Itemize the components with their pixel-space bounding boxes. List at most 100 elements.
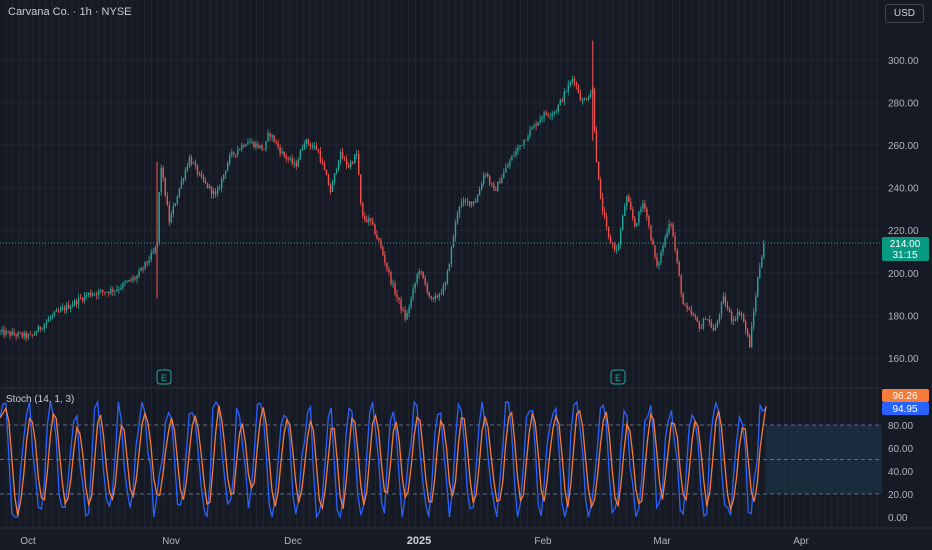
candle: [618, 242, 620, 251]
candle: [388, 266, 390, 276]
candle-body: [601, 197, 604, 212]
candle-body: [200, 173, 203, 177]
candle: [112, 286, 114, 297]
price-tick-label: 300.00: [888, 56, 919, 67]
candle-body: [595, 130, 598, 162]
candle-body: [94, 293, 96, 295]
candle-body: [432, 297, 434, 299]
symbol-title[interactable]: Carvana Co. · 1h · NYSE: [8, 6, 132, 18]
candle: [13, 328, 15, 337]
candle: [88, 292, 90, 298]
candle: [293, 157, 295, 169]
candle-body: [384, 255, 386, 263]
candle: [525, 139, 527, 141]
earnings-marker[interactable]: E: [610, 369, 626, 385]
candle: [158, 192, 160, 246]
stoch-axis[interactable]: 80.00 60.00 40.00 20.00 0.00: [888, 421, 913, 524]
candle: [376, 230, 378, 240]
candle: [33, 330, 35, 336]
candle: [474, 198, 477, 204]
candle: [162, 165, 164, 182]
candle: [666, 228, 668, 239]
candle-body: [434, 295, 436, 299]
candle-body: [420, 271, 422, 273]
candle-body: [507, 165, 509, 168]
candle: [718, 313, 721, 324]
candle: [225, 169, 227, 179]
candle: [396, 289, 398, 302]
candle-body: [140, 268, 142, 271]
candle: [231, 148, 233, 159]
candle: [565, 90, 567, 93]
candle: [206, 182, 209, 189]
candle: [204, 177, 207, 185]
candle-body: [503, 172, 505, 178]
candle-body: [124, 282, 126, 284]
candle-body: [9, 331, 11, 336]
candle-body: [529, 129, 531, 137]
candle: [658, 261, 660, 270]
candle: [549, 112, 551, 120]
candle-body: [620, 229, 622, 245]
candle: [416, 272, 418, 286]
price-tick-label: 260.00: [888, 141, 919, 152]
candle-body: [221, 178, 223, 189]
candle-body: [452, 237, 455, 247]
candle-body: [392, 283, 394, 285]
candle-body: [577, 85, 580, 93]
candle-body: [605, 216, 608, 227]
candle-body: [618, 244, 620, 250]
candle: [182, 177, 185, 185]
stoch-indicator-title[interactable]: Stoch (14, 1, 3): [6, 394, 75, 405]
candle: [55, 307, 58, 312]
stoch-k-tag-background: [882, 402, 929, 415]
earnings-marker[interactable]: E: [156, 369, 172, 385]
candle: [114, 290, 116, 297]
candle-body: [206, 182, 209, 188]
candle-body: [239, 149, 241, 151]
candle-body: [718, 314, 721, 321]
candle: [261, 143, 263, 152]
candle-body: [27, 334, 29, 338]
price-axis[interactable]: 300.00 280.00 260.00 240.00 220.00 200.00 180.…: [888, 56, 919, 365]
candle-body: [374, 224, 376, 235]
candle-body: [273, 135, 275, 142]
candle-body: [83, 295, 86, 301]
candle-body: [688, 308, 690, 310]
candle-body: [462, 200, 465, 203]
candle-body: [279, 147, 281, 154]
time-axis[interactable]: Oct Nov Dec 2025 Feb Mar Apr: [20, 535, 809, 547]
stoch-d-line: [0, 405, 767, 516]
candle: [212, 188, 215, 199]
candle: [609, 234, 612, 244]
candle-body: [108, 291, 110, 294]
candle: [468, 201, 471, 208]
candle: [616, 244, 618, 254]
candle: [614, 241, 616, 253]
candle: [0, 330, 1, 336]
candle-body: [543, 112, 545, 118]
candle-body: [164, 177, 166, 196]
candle-body: [231, 152, 233, 155]
candle-body: [712, 328, 715, 331]
candle: [668, 219, 670, 236]
candle: [763, 239, 765, 260]
candle-body: [567, 84, 569, 92]
candle-body: [499, 181, 501, 184]
currency-button[interactable]: USD: [884, 4, 924, 23]
candle-body: [275, 141, 277, 143]
candle-body: [289, 158, 291, 160]
candle-body: [652, 239, 654, 246]
candle-body: [519, 145, 521, 148]
candle-body: [517, 147, 519, 151]
candle-body: [343, 158, 346, 160]
candle: [605, 213, 608, 231]
candle: [410, 296, 412, 310]
candle-body: [251, 141, 253, 143]
candle-body: [388, 268, 390, 273]
candle-body: [751, 326, 753, 348]
candle: [271, 133, 273, 142]
candle-body: [694, 315, 696, 318]
